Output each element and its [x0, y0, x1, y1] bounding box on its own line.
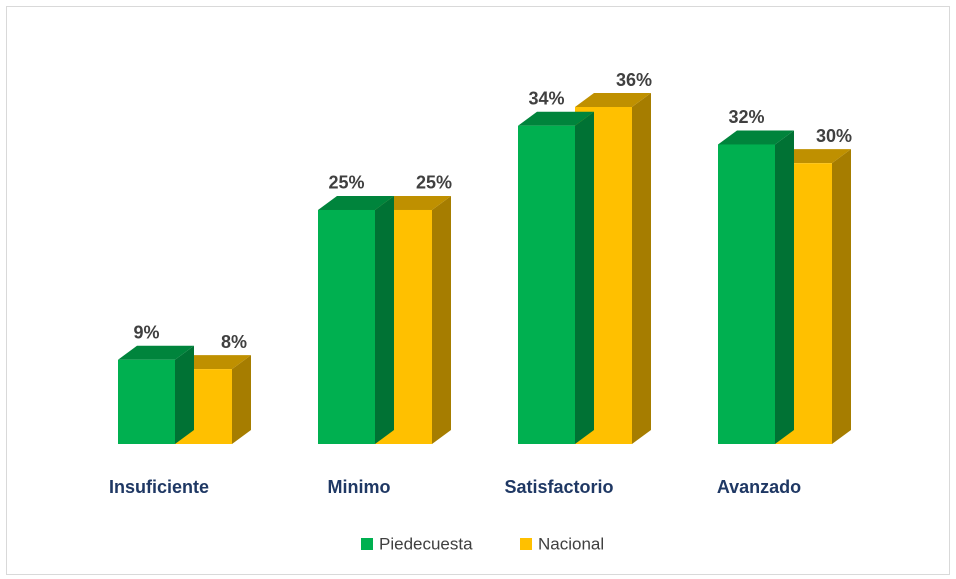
legend-label: Piedecuesta [379, 534, 473, 553]
x-tick-label: Avanzado [717, 477, 801, 497]
legend-swatch [520, 538, 532, 550]
bar-side [575, 111, 594, 444]
bar [318, 209, 375, 444]
bar-top [318, 195, 394, 210]
bar-side [432, 195, 451, 444]
value-label: 8% [221, 332, 247, 352]
value-label: 34% [528, 88, 564, 108]
bar-top [718, 130, 794, 145]
bar-top [575, 93, 651, 107]
bar-side [832, 149, 851, 444]
bar-side [632, 93, 651, 444]
bar-side [775, 130, 794, 444]
bar [718, 144, 775, 444]
bar [118, 359, 175, 444]
value-label: 30% [816, 126, 852, 146]
bar [518, 125, 575, 444]
bar-side [175, 345, 194, 444]
legend-swatch [361, 538, 373, 550]
value-label: 36% [616, 70, 652, 90]
x-tick-label: Insuficiente [109, 477, 209, 497]
x-tick-label: Satisfactorio [504, 477, 613, 497]
bar-side [375, 195, 394, 444]
value-label: 25% [416, 173, 452, 193]
value-label: 25% [328, 173, 364, 193]
value-label: 32% [728, 107, 764, 127]
bar-top [518, 111, 594, 126]
value-label: 9% [133, 323, 159, 343]
x-tick-label: Minimo [328, 477, 391, 497]
bar-side [232, 355, 251, 444]
legend-label: Nacional [538, 534, 604, 553]
bar-top [118, 345, 194, 360]
